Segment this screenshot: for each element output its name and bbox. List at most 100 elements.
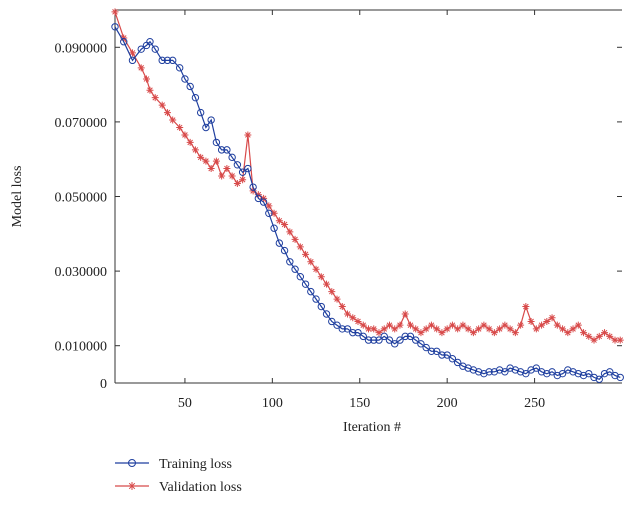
data-point — [454, 325, 462, 333]
x-tick-label: 150 — [349, 396, 370, 411]
data-point — [553, 321, 561, 329]
data-point — [569, 368, 577, 376]
data-point — [317, 273, 325, 281]
legend: Training loss Validation loss — [115, 457, 242, 495]
data-point — [158, 56, 166, 65]
data-point — [464, 364, 472, 372]
data-point — [322, 310, 331, 318]
data-point — [333, 295, 341, 303]
data-point — [538, 321, 546, 329]
data-point — [343, 325, 352, 333]
data-point — [128, 49, 136, 57]
data-point — [490, 368, 499, 376]
x-axis-label: Iteration # — [343, 420, 401, 435]
data-point — [391, 340, 399, 348]
data-point — [559, 325, 567, 333]
data-point — [427, 321, 435, 329]
data-point — [522, 369, 530, 378]
data-point — [275, 217, 283, 225]
data-point — [537, 368, 546, 376]
y-tick-label: 0.050000 — [55, 191, 108, 206]
data-point — [202, 123, 210, 132]
data-point — [244, 164, 252, 173]
data-point — [543, 317, 551, 325]
data-point — [328, 288, 336, 296]
data-point — [359, 332, 367, 341]
data-point — [611, 336, 619, 344]
data-point — [207, 165, 215, 173]
data-point — [496, 325, 504, 333]
data-point — [323, 280, 331, 288]
data-point — [543, 369, 551, 378]
data-point — [265, 202, 273, 210]
x-tick-label: 50 — [178, 396, 192, 411]
data-point — [433, 325, 441, 333]
data-point — [585, 369, 593, 378]
data-point — [469, 329, 477, 337]
data-point — [307, 258, 315, 266]
series-line — [114, 11, 621, 341]
data-point — [490, 329, 498, 337]
series-validation-loss — [111, 8, 624, 344]
data-point — [606, 332, 614, 340]
legend-marker — [128, 482, 136, 490]
data-point — [611, 371, 619, 380]
data-point — [375, 329, 383, 337]
data-point — [181, 131, 189, 139]
data-point — [291, 265, 299, 273]
data-point — [480, 321, 488, 329]
data-point — [317, 302, 325, 311]
data-point — [333, 321, 341, 329]
data-point — [553, 371, 562, 380]
data-point — [233, 179, 241, 187]
axes: 50 100 150 200 250 0 0.010000 0.030000 0.050000 0… — [55, 9, 622, 411]
y-tick-label: 0.090000 — [55, 41, 108, 56]
data-point — [364, 336, 373, 344]
data-point — [249, 187, 257, 195]
y-tick-label: 0 — [100, 377, 107, 392]
data-point — [412, 325, 420, 333]
data-point — [517, 321, 525, 329]
legend-label: Training loss — [159, 457, 232, 472]
x-tick-label: 100 — [262, 396, 283, 411]
data-point — [239, 176, 247, 184]
data-point — [197, 153, 205, 161]
data-point — [391, 325, 399, 333]
data-point — [516, 368, 525, 376]
data-point — [475, 325, 483, 333]
data-point — [548, 314, 556, 322]
data-point — [254, 191, 262, 199]
data-point — [223, 146, 231, 154]
data-point — [474, 368, 483, 376]
data-point — [286, 258, 294, 266]
data-point — [212, 157, 220, 165]
data-point — [111, 8, 119, 16]
data-point — [401, 332, 409, 341]
data-point — [370, 325, 378, 333]
data-point — [495, 366, 504, 374]
data-point — [176, 123, 184, 131]
data-point — [443, 325, 451, 333]
data-point — [527, 317, 535, 325]
y-axis-label: Model loss — [10, 166, 25, 228]
data-point — [506, 364, 514, 372]
data-point — [406, 321, 414, 329]
data-point — [186, 82, 194, 91]
data-point — [270, 209, 278, 217]
data-point — [137, 45, 145, 53]
data-point — [579, 371, 588, 380]
data-point — [401, 310, 409, 318]
data-point — [296, 243, 304, 251]
data-point — [275, 239, 284, 247]
data-point — [422, 325, 430, 333]
data-point — [459, 321, 467, 329]
data-point — [354, 328, 362, 337]
data-point — [168, 56, 177, 65]
data-point — [511, 329, 519, 337]
x-tick-label: 200 — [437, 396, 458, 411]
data-point — [186, 138, 194, 146]
data-point — [590, 373, 598, 382]
data-point — [254, 194, 263, 203]
data-point — [270, 224, 278, 232]
data-point — [191, 146, 199, 154]
